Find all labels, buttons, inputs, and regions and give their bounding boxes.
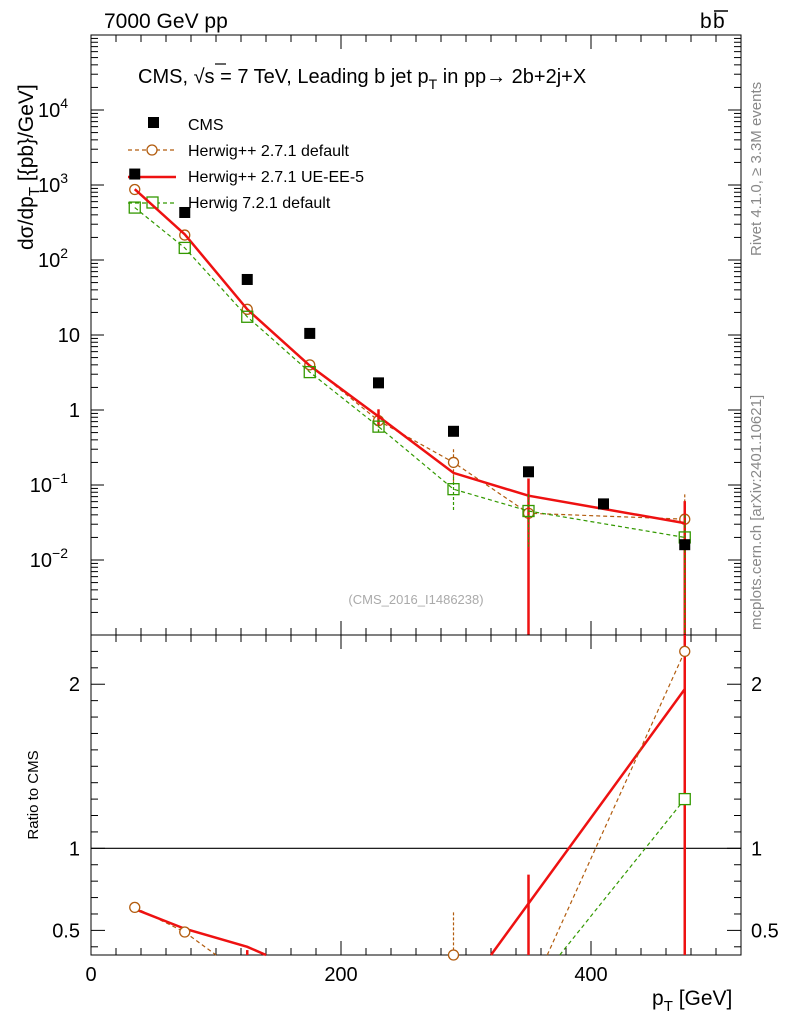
x-tick-label: 0: [85, 964, 96, 986]
marker-herwig_default: [447, 456, 460, 469]
title-sqrt: √: [194, 66, 205, 88]
legend-marker-herwig-default: [146, 144, 158, 156]
main-y-tick-label: 10: [58, 325, 80, 347]
ratio-y-tick-label: 0.5: [52, 920, 80, 942]
ylabel-unit: [{pb}/GeV]: [15, 84, 38, 187]
mcplots-label: mcplots.cern.ch [arXiv:2401.10621]: [748, 395, 765, 630]
title-sub: T: [429, 76, 438, 92]
ratio-y-axis-label: Ratio to CMS: [25, 750, 42, 839]
main-y-axis-label: dσ/dpT [{pb}/GeV]: [15, 84, 43, 250]
ratio-line-herwig-ueee5-low: [134, 907, 267, 957]
legend: CMS Herwig++ 2.7.1 default Herwig++ 2.7.…: [128, 117, 364, 212]
data-point-cms: [241, 273, 253, 285]
analysis-id: (CMS_2016_I1486238): [348, 592, 483, 607]
title-prefix: CMS,: [138, 66, 194, 88]
title-energy: = 7 TeV, Leading b jet p: [215, 66, 429, 88]
main-y-tick-label: 104: [38, 95, 68, 122]
y-tick-base: 10: [38, 100, 60, 122]
ratio-line-herwig-ueee5-high: [489, 688, 686, 956]
legend-marker-cms: [148, 117, 159, 128]
data-point-cms: [304, 327, 316, 339]
xlabel-sub: T: [664, 998, 673, 1015]
legend-label-cms: CMS: [188, 117, 224, 134]
marker-herwig721: [303, 365, 316, 379]
ratio-marker-herwig-default: [129, 901, 141, 914]
ratio-marker-herwig-default: [179, 926, 191, 938]
ratio-y-tick-label: 1: [69, 838, 80, 860]
process-bbar: b: [713, 10, 725, 33]
y-tick-exponent: −2: [52, 545, 68, 561]
main-y-tick-label: 10−1: [30, 470, 68, 497]
process-b: b: [700, 10, 712, 33]
data-point-cms: [598, 498, 609, 510]
ratio-y-tick-label: 2: [69, 674, 80, 696]
legend-label-herwig-ueee5: Herwig++ 2.7.1 UE-EE-5: [188, 169, 364, 186]
plot-title: CMS, √s = 7 TeV, Leading b jet pT in pp→…: [138, 63, 586, 92]
data-point-cms: [448, 425, 459, 437]
y-tick-base: 10: [38, 250, 60, 272]
x-axis-label: pT [GeV]: [652, 987, 732, 1015]
ratio-marker-herwig721: [678, 792, 691, 806]
energy-label: 7000 GeV pp: [104, 10, 228, 33]
y-tick-exponent: 3: [60, 170, 68, 186]
ratio-line-herwig721-high: [559, 798, 686, 956]
ratio-marker-herwig-default: [447, 949, 460, 961]
xlabel-unit: [GeV]: [673, 987, 733, 1010]
ratio-marker-herwig-default: [679, 645, 691, 658]
y-tick-base: 10: [30, 550, 52, 572]
main-series-layer: [128, 168, 691, 635]
xlabel-main: p: [652, 987, 664, 1010]
data-point-cms: [129, 168, 141, 180]
ratio-y-tick-label-right: 1: [751, 838, 762, 860]
main-y-tick-label: 1: [69, 400, 80, 422]
y-tick-exponent: 4: [60, 95, 68, 111]
ratio-line-herwig-default-high: [546, 651, 686, 956]
marker-herwig721: [522, 504, 535, 518]
series-line-herwig_default: [134, 189, 685, 520]
marker-herwig721: [447, 483, 460, 496]
main-axis-ticks: [90, 35, 742, 636]
main-y-tick-label: 10−2: [30, 545, 68, 572]
title-rest: in pp→ 2b+2j+X: [437, 66, 586, 88]
data-point-cms: [523, 466, 534, 478]
series-line-herwig_ueee5: [133, 188, 685, 525]
y-tick-base: 10: [30, 475, 52, 497]
marker-herwig721: [372, 420, 385, 433]
main-y-tick-label: 102: [38, 245, 68, 272]
ratio-panel-frame: [90, 634, 742, 956]
x-tick-label: 200: [324, 964, 357, 986]
y-tick-exponent: 2: [60, 245, 68, 261]
title-s: s: [205, 66, 215, 88]
ratio-series-layer: [129, 635, 691, 961]
svg-text:CMS, √s = 7 TeV, Leading b jet: CMS, √s = 7 TeV, Leading b jet pT in pp→…: [138, 66, 586, 92]
y-tick-exponent: −1: [52, 470, 68, 486]
data-point-cms: [179, 206, 191, 218]
process-label: b b: [700, 10, 728, 33]
y-tick-base: 10: [38, 175, 60, 197]
legend-marker-herwig721: [146, 196, 159, 209]
series-line-herwig721: [134, 207, 685, 539]
ylabel-sub: T: [26, 187, 43, 196]
data-point-cms: [679, 539, 691, 551]
marker-herwig721: [178, 241, 191, 255]
ratio-y-tick-label-right: 0.5: [751, 920, 779, 942]
marker-herwig721: [128, 201, 141, 214]
rivet-label: Rivet 4.1.0, ≥ 3.3M events: [748, 82, 765, 256]
main-y-tick-label: 103: [38, 170, 68, 197]
legend-label-herwig721: Herwig 7.2.1 default: [188, 195, 331, 212]
data-point-cms: [373, 377, 384, 389]
y-tick-base: 1: [69, 400, 80, 422]
marker-herwig721: [241, 310, 254, 323]
x-tick-label: 400: [574, 964, 607, 986]
ylabel-main: dσ/dp: [15, 196, 38, 250]
ratio-y-tick-label-right: 2: [751, 674, 762, 696]
ratio-axis-ticks: 0.5 0.5 1 1 2 2 0 200 400: [52, 635, 779, 986]
legend-label-herwig-default: Herwig++ 2.7.1 default: [188, 143, 350, 160]
y-tick-base: 10: [58, 325, 80, 347]
